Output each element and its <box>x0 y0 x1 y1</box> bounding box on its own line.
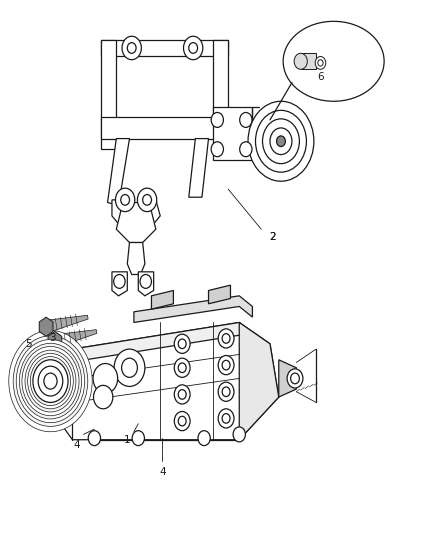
Circle shape <box>239 142 251 157</box>
Circle shape <box>127 43 136 53</box>
Polygon shape <box>188 139 208 197</box>
Circle shape <box>222 414 230 423</box>
Circle shape <box>222 387 230 397</box>
Polygon shape <box>112 272 127 296</box>
Text: 4: 4 <box>73 440 80 450</box>
Polygon shape <box>101 40 228 56</box>
Circle shape <box>174 411 190 431</box>
Circle shape <box>247 101 313 181</box>
Circle shape <box>114 349 145 386</box>
Circle shape <box>9 330 92 432</box>
Polygon shape <box>116 203 155 243</box>
Polygon shape <box>212 107 252 160</box>
Ellipse shape <box>283 21 383 101</box>
Polygon shape <box>107 139 129 205</box>
Polygon shape <box>300 53 315 69</box>
Circle shape <box>178 339 186 349</box>
Circle shape <box>140 274 151 288</box>
Text: 6: 6 <box>316 72 323 82</box>
Text: 2: 2 <box>268 232 275 242</box>
Circle shape <box>218 382 233 401</box>
Circle shape <box>25 350 76 412</box>
Circle shape <box>122 36 141 60</box>
Circle shape <box>218 409 233 428</box>
Circle shape <box>174 334 190 353</box>
Circle shape <box>132 431 144 446</box>
Text: 3: 3 <box>49 334 56 343</box>
Circle shape <box>30 357 71 406</box>
Circle shape <box>233 427 245 442</box>
Polygon shape <box>54 329 97 348</box>
Text: 1: 1 <box>124 435 131 445</box>
Circle shape <box>19 343 81 419</box>
Circle shape <box>88 431 100 446</box>
Circle shape <box>137 188 156 212</box>
Circle shape <box>38 366 63 396</box>
Circle shape <box>255 110 306 172</box>
Circle shape <box>222 334 230 343</box>
Circle shape <box>33 360 68 402</box>
Circle shape <box>121 358 137 377</box>
Polygon shape <box>101 40 116 149</box>
Circle shape <box>183 36 202 60</box>
Circle shape <box>314 56 325 69</box>
Polygon shape <box>212 40 228 117</box>
Polygon shape <box>138 272 153 296</box>
Polygon shape <box>134 296 252 322</box>
Circle shape <box>218 329 233 348</box>
Polygon shape <box>57 322 278 440</box>
Circle shape <box>115 188 134 212</box>
Circle shape <box>290 373 299 384</box>
Polygon shape <box>48 332 62 351</box>
Text: 5: 5 <box>25 339 32 349</box>
Circle shape <box>198 431 210 446</box>
Circle shape <box>174 385 190 404</box>
Circle shape <box>211 142 223 157</box>
Circle shape <box>113 274 125 288</box>
Circle shape <box>317 60 322 66</box>
Circle shape <box>174 358 190 377</box>
Polygon shape <box>278 360 296 397</box>
Text: 2: 2 <box>268 232 275 242</box>
Polygon shape <box>151 290 173 309</box>
Circle shape <box>142 195 151 205</box>
Polygon shape <box>140 200 160 227</box>
Circle shape <box>93 364 117 393</box>
Circle shape <box>222 360 230 370</box>
Circle shape <box>16 340 85 423</box>
Circle shape <box>22 346 79 416</box>
Circle shape <box>13 336 88 426</box>
Polygon shape <box>239 322 278 440</box>
Circle shape <box>262 119 299 164</box>
Circle shape <box>178 390 186 399</box>
Text: 4: 4 <box>159 467 166 477</box>
Circle shape <box>239 112 251 127</box>
Circle shape <box>44 373 57 389</box>
Circle shape <box>120 195 129 205</box>
Circle shape <box>28 353 73 409</box>
Circle shape <box>211 112 223 127</box>
Circle shape <box>293 53 307 69</box>
Circle shape <box>178 416 186 426</box>
Polygon shape <box>127 243 145 274</box>
Polygon shape <box>112 200 131 227</box>
Circle shape <box>286 369 302 388</box>
Circle shape <box>276 136 285 147</box>
Circle shape <box>93 385 113 409</box>
Polygon shape <box>45 315 88 333</box>
Circle shape <box>269 128 291 155</box>
Polygon shape <box>39 317 53 336</box>
Circle shape <box>178 363 186 373</box>
Polygon shape <box>208 285 230 304</box>
Polygon shape <box>101 117 228 139</box>
Polygon shape <box>72 322 252 360</box>
Circle shape <box>218 356 233 375</box>
Circle shape <box>188 43 197 53</box>
